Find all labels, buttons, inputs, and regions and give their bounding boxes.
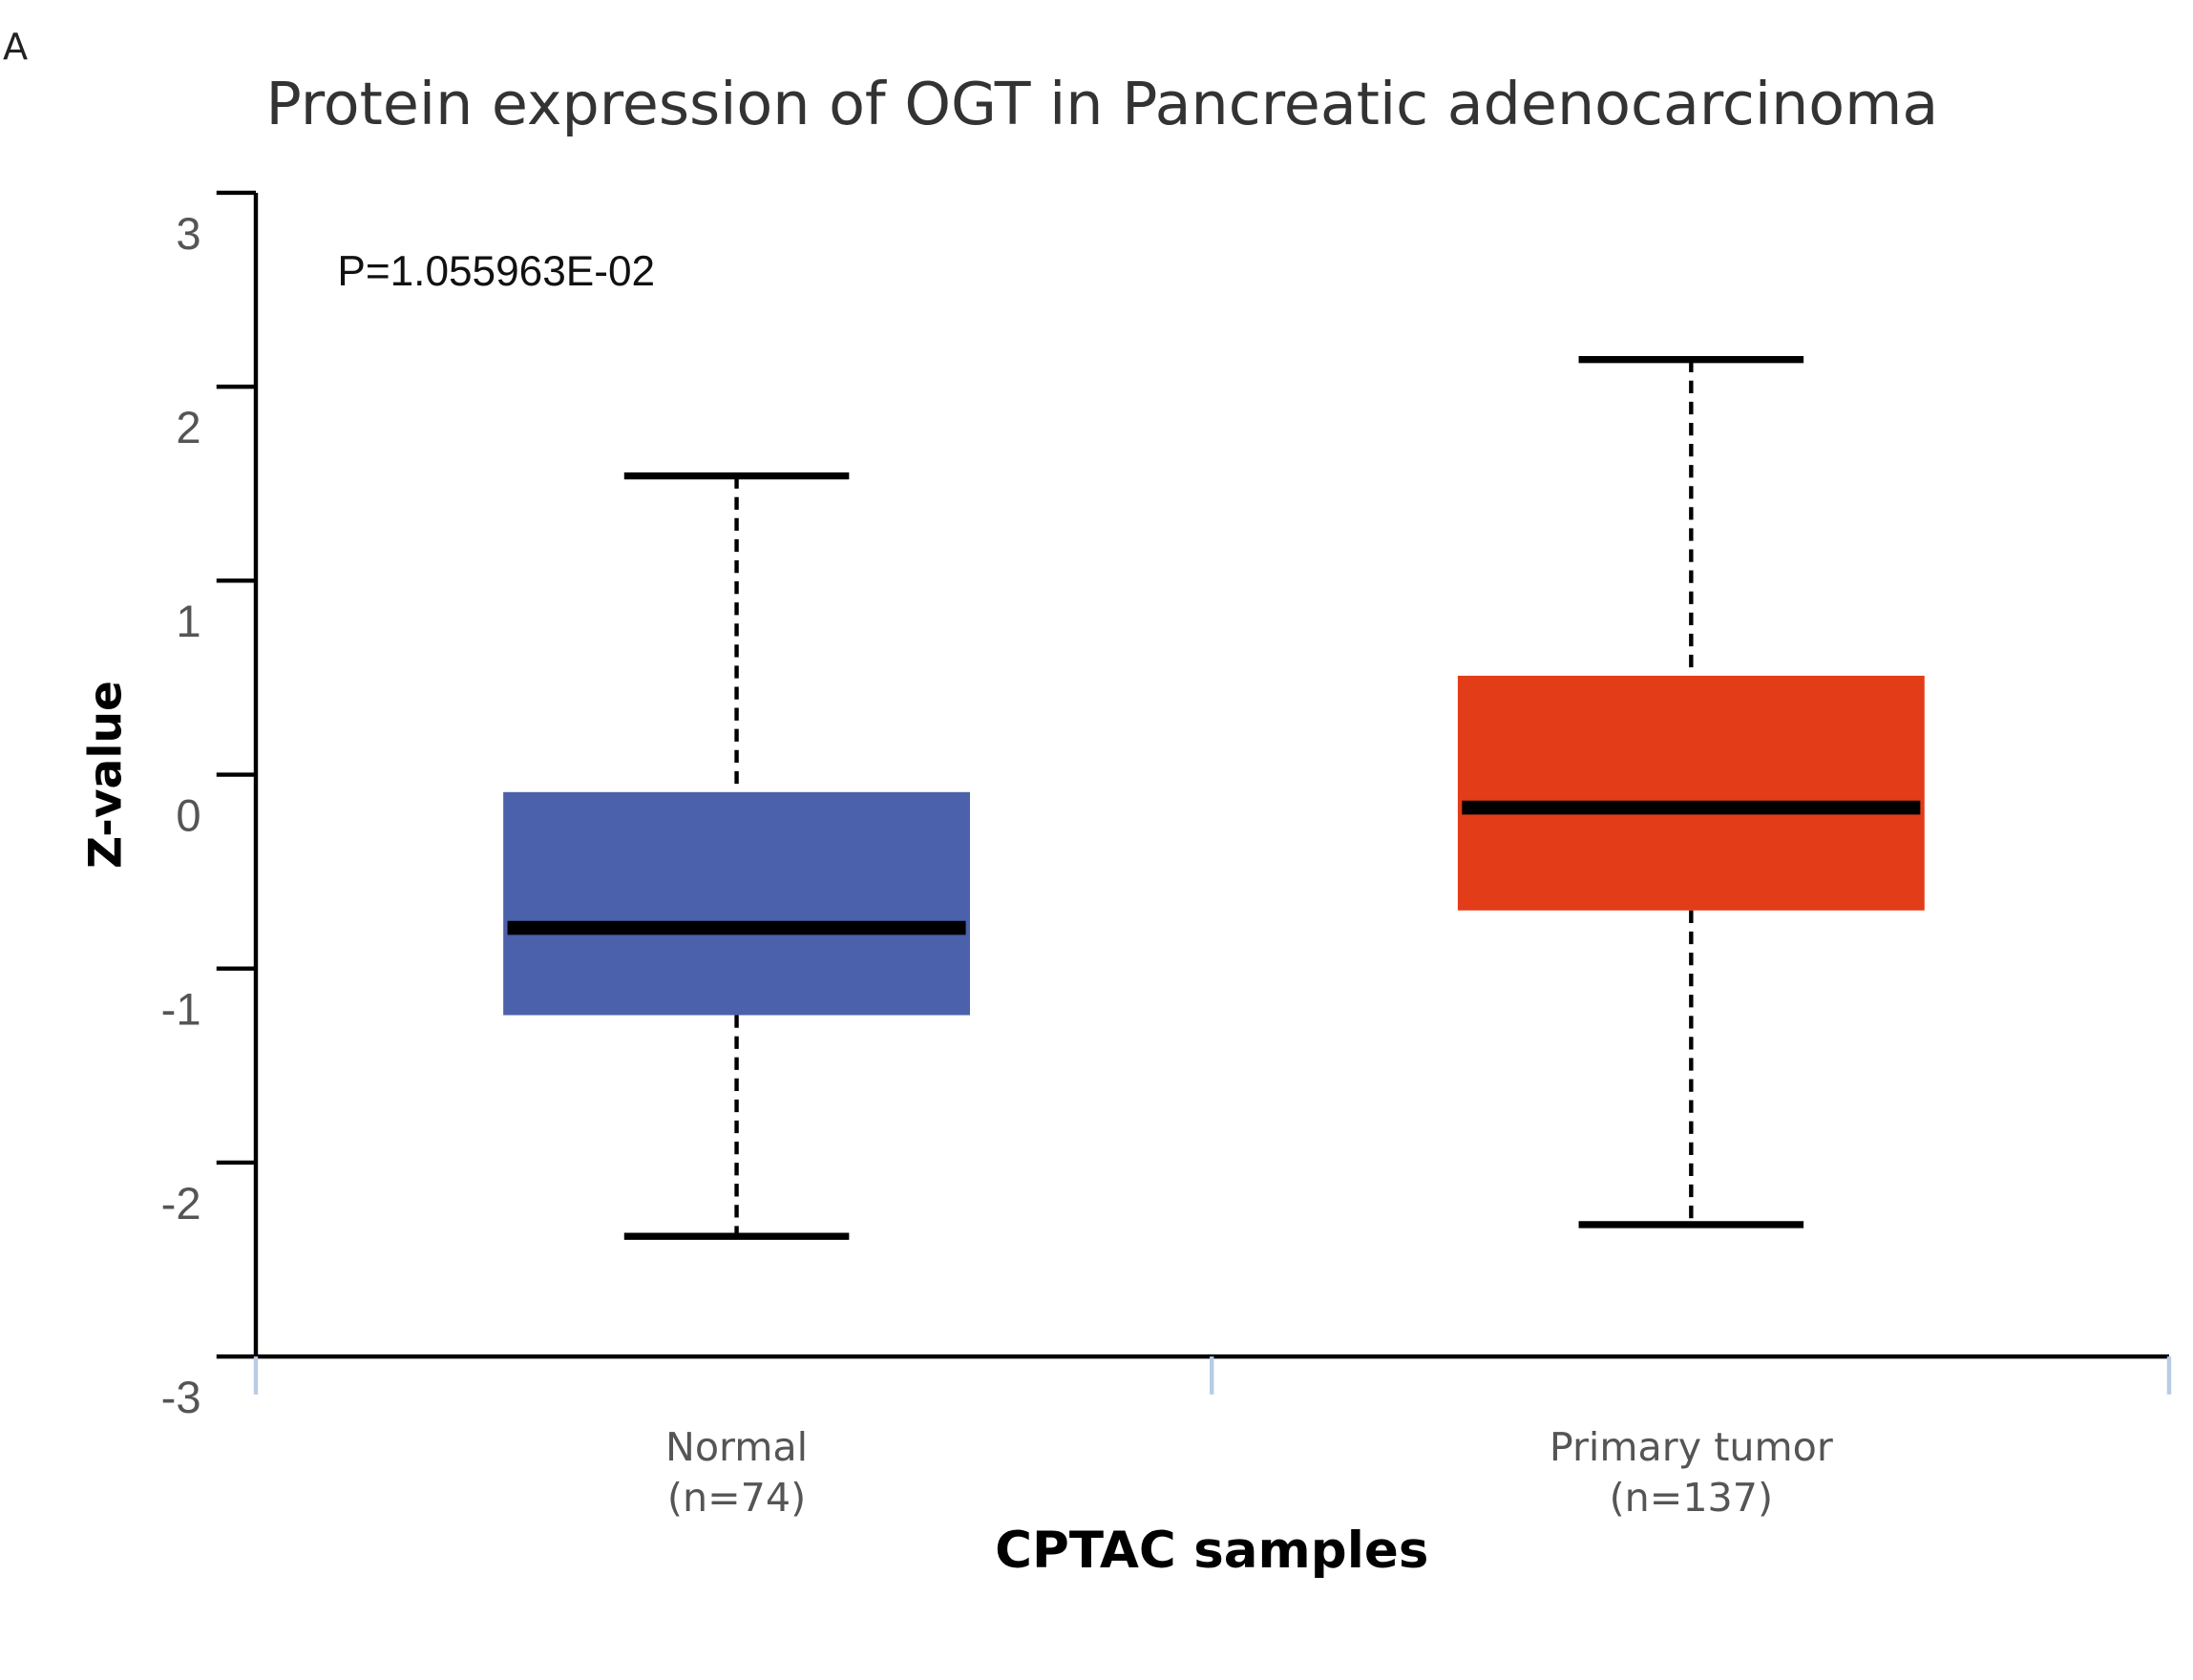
x-tick-label: Normal [665, 1424, 808, 1470]
y-tick-label: -3 [161, 1372, 201, 1422]
x-tick-sample-count: (n=137) [1610, 1475, 1773, 1521]
box-primary-tumor [1457, 356, 1925, 1228]
y-axis-label: Z-value [80, 681, 133, 869]
y-tick-label: -2 [161, 1178, 201, 1228]
x-axis-label: CPTAC samples [995, 1522, 1428, 1580]
y-tick-label: 1 [176, 596, 200, 646]
x-tick-label: Primary tumor [1550, 1424, 1833, 1470]
x-tick-labels: Normal (n=74) Primary tumor (n=137) [665, 1424, 1833, 1521]
y-tick-label: 2 [176, 402, 200, 452]
x-tick-sample-count: (n=74) [667, 1475, 806, 1521]
panel-label: A [3, 26, 28, 69]
y-tick-label: 3 [176, 208, 200, 259]
boxes [503, 356, 1925, 1240]
axes: 3 2 1 0 -1 -2 -3 [161, 190, 2172, 1422]
chart-title: Protein expression of OGT in Pancreatic … [266, 70, 1939, 138]
y-tick-label: 0 [176, 789, 200, 840]
iqr-box [503, 791, 970, 1016]
p-value-annotation: P=1.055963E-02 [337, 248, 655, 295]
box-normal [503, 472, 970, 1240]
y-tick-label: -1 [161, 984, 201, 1035]
iqr-box [1457, 675, 1925, 911]
